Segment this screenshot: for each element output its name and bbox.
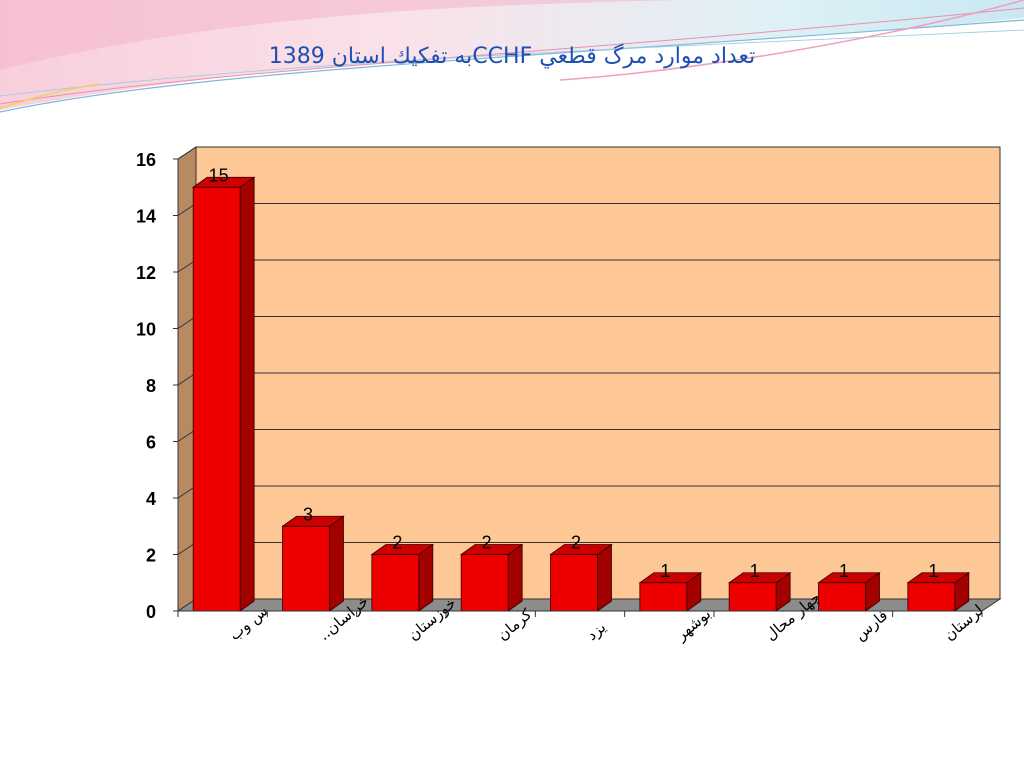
bar: [549, 543, 613, 612]
y-tick-label: 10: [136, 320, 156, 340]
header-decoration: [0, 0, 1024, 113]
bar: [191, 176, 256, 612]
y-tick-label: 8: [146, 376, 156, 396]
y-tick-label: 14: [136, 207, 156, 227]
y-tick-label: 12: [136, 263, 156, 283]
gridline: [177, 146, 197, 160]
x-tick-label: فارس: [851, 606, 891, 644]
bar: [459, 543, 524, 612]
y-tick-label: 4: [146, 489, 156, 509]
bar: [727, 571, 792, 612]
data-label: 2: [482, 533, 492, 553]
x-tick-label: يزد: [583, 618, 609, 644]
y-tick-label: 6: [146, 433, 156, 453]
bar: [638, 571, 703, 612]
slide-title: تعداد موارد مرگ قطعي CCHFبه تفكيك استان …: [268, 44, 756, 69]
data-label: 15: [209, 165, 229, 185]
data-label: 3: [303, 504, 313, 524]
y-tick-label: 2: [146, 546, 156, 566]
data-label: 1: [839, 561, 849, 581]
data-label: 1: [750, 561, 760, 581]
bars: 15 3 2 2 2 1 1 1 1: [191, 165, 971, 612]
y-tick-label: 0: [146, 602, 156, 622]
data-label: 2: [571, 533, 581, 553]
data-label: 1: [660, 561, 670, 581]
data-label: 2: [392, 533, 402, 553]
bar: [817, 571, 881, 612]
bar: [906, 571, 971, 612]
data-label: 1: [928, 561, 938, 581]
y-axis: 0 2 4 6 8 10 12 14 16: [136, 150, 179, 622]
y-tick-label: 16: [136, 150, 156, 170]
bar: [370, 543, 435, 612]
bar: [281, 515, 345, 612]
